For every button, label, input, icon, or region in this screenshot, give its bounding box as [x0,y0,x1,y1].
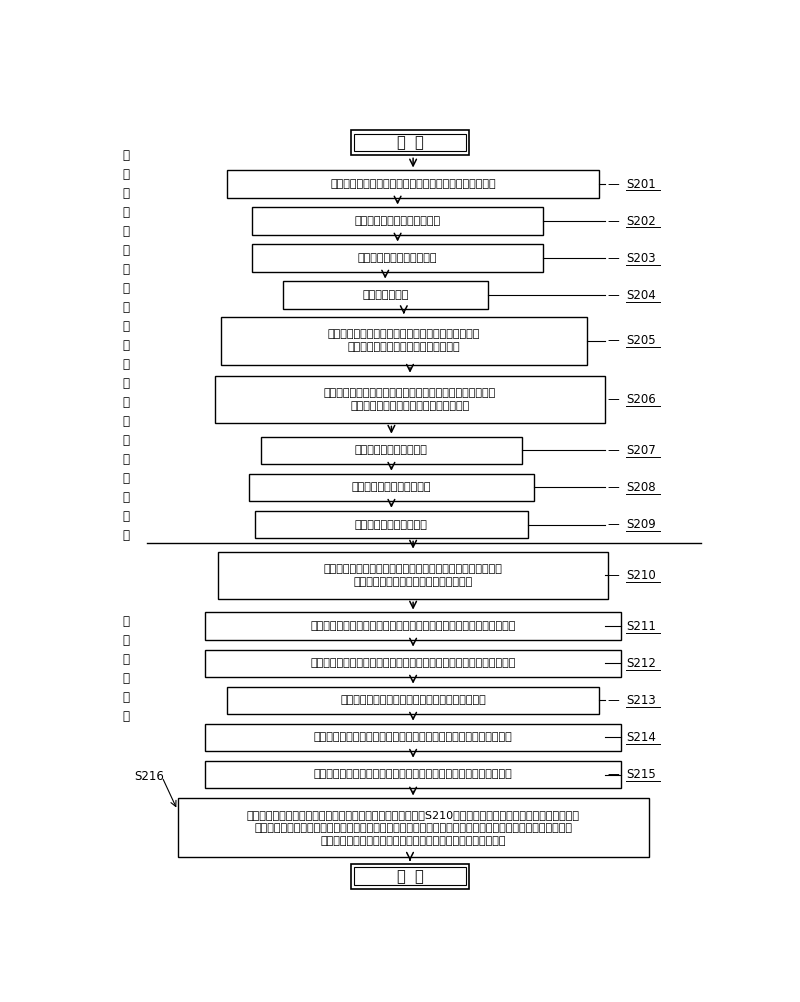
Text: 指定随机生成的指令序列在内存中装载的起始位置: 指定随机生成的指令序列在内存中装载的起始位置 [340,695,486,705]
Text: —: — [607,335,619,348]
Text: —: — [607,177,619,190]
Text: 改造随机程序生成引擎，改变原有指令序列产生终止条件，
保证在指令序列最末尾的指令为跳转指令: 改造随机程序生成引擎，改变原有指令序列产生终止条件， 保证在指令序列最末尾的指令… [324,388,496,411]
Text: 指定内存比较程序生成器生成的程序代码段在内存中装载的起始位置: 指定内存比较程序生成器生成的程序代码段在内存中装载的起始位置 [314,770,513,780]
Text: —: — [607,657,619,670]
Text: 增加指令计数器: 增加指令计数器 [362,291,408,301]
Text: S208: S208 [626,481,655,494]
Text: 增加寄存器初始化程序生成器: 增加寄存器初始化程序生成器 [354,216,441,226]
Text: 开  始: 开 始 [397,135,423,150]
Text: 结  束: 结 束 [397,869,423,884]
Bar [262,437,522,464]
Bar [249,474,534,501]
Text: 平
台
装
载
方
法: 平 台 装 载 方 法 [122,615,130,723]
Bar [351,864,469,889]
Bar [218,551,609,599]
Text: —: — [607,289,619,302]
Text: 用
于
制
造
后
处
理
器
芯
片
验
证
的
随
机
指
令
生
成
方
法: 用 于 制 造 后 处 理 器 芯 片 验 证 的 随 机 指 令 生 成 方 … [122,148,130,542]
Bar [255,511,528,538]
Text: 在指令模版中添加保留寄存器和保留内存地址相关的约束: 在指令模版中添加保留寄存器和保留内存地址相关的约束 [330,179,496,189]
Text: S209: S209 [626,518,655,531]
Text: S207: S207 [626,444,655,457]
Text: S213: S213 [626,694,655,707]
Text: S205: S205 [626,335,655,348]
Text: S212: S212 [626,657,656,670]
Text: S210: S210 [626,569,655,582]
Bar [214,376,606,424]
Text: 改造随机程序生成引擎，去除原有的寄存器初始化文
件生成机制和内存初始化文件生成机制: 改造随机程序生成引擎，去除原有的寄存器初始化文 件生成机制和内存初始化文件生成机… [328,330,480,353]
Text: —: — [607,731,619,743]
Text: 指定内存中寄存器比较程序生成器生成的程序代码段装载的起始位置: 指定内存中寄存器比较程序生成器生成的程序代码段装载的起始位置 [314,732,513,742]
Text: S211: S211 [626,620,656,633]
Bar [206,761,621,789]
Bar [354,133,466,151]
Bar [206,723,621,752]
Text: S206: S206 [626,393,655,406]
Bar [354,868,466,885]
Text: S216: S216 [134,771,164,784]
Bar [206,649,621,677]
Text: 指定内存初始化程序生成器生成的程序代码段在内存中装载的起始位置: 指定内存初始化程序生成器生成的程序代码段在内存中装载的起始位置 [310,658,516,668]
Bar [252,244,543,273]
Text: —: — [607,620,619,633]
Text: 将前面用于制造后处理器芯片验证的随机指令生成方法后生成
的文件转化为软件平台可调度的文件格式: 将前面用于制造后处理器芯片验证的随机指令生成方法后生成 的文件转化为软件平台可调… [324,564,502,587]
Bar [221,317,586,365]
Bar [227,170,599,198]
Text: S215: S215 [626,768,655,781]
Text: S201: S201 [626,177,655,190]
Text: 指定内存中寄存器初始化程序生成器生成的程序代码段装载的起始位置: 指定内存中寄存器初始化程序生成器生成的程序代码段装载的起始位置 [310,621,516,631]
Text: 增加内存比较程序生成器: 增加内存比较程序生成器 [355,519,428,529]
Text: 增加寄存器比较程序生成器: 增加寄存器比较程序生成器 [352,483,431,493]
Text: —: — [607,694,619,707]
Text: S204: S204 [626,289,655,302]
Bar [206,612,621,640]
Text: 增加内存初始化程序生成器: 增加内存初始化程序生成器 [358,254,438,264]
Bar [283,282,487,310]
Bar [178,799,649,857]
Text: —: — [607,214,619,227]
Text: —: — [607,444,619,457]
Bar [227,686,599,714]
Text: —: — [607,481,619,494]
Text: —: — [607,518,619,531]
Text: —: — [607,252,619,265]
Text: —: — [607,569,619,582]
Text: S202: S202 [626,214,655,227]
Bar [351,130,469,155]
Text: S214: S214 [626,731,656,743]
Text: S203: S203 [626,252,655,265]
Bar [252,207,543,235]
Text: 增加随机生成程序记录器: 增加随机生成程序记录器 [355,446,428,456]
Text: —: — [607,768,619,781]
Text: 按照指定的起始位置（即地址入口）分别装载对应的经过步骤S210转化后的寄存器初始化程序生成器生成的程
序代码段、内存初始化程序生成器生成的程序代码段、随机生成的: 按照指定的起始位置（即地址入口）分别装载对应的经过步骤S210转化后的寄存器初始… [246,810,579,846]
Text: —: — [607,393,619,406]
